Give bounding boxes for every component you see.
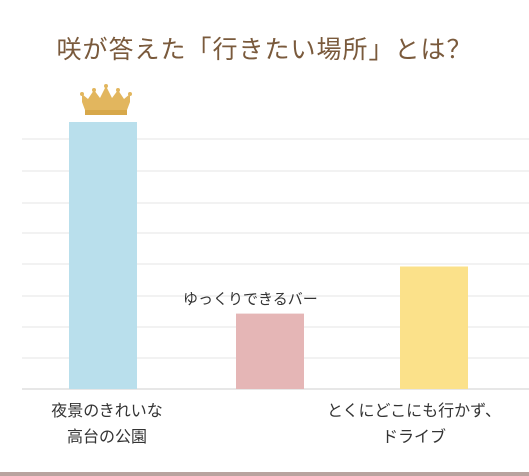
bottom-border xyxy=(0,472,529,476)
bar-relaxing-bar xyxy=(236,313,304,389)
category-label-drive: とくにどこにも行かず、 ドライブ xyxy=(327,401,501,446)
crown-icon xyxy=(80,84,132,115)
category-label-night-view-park: 夜景のきれいな 高台の公園 xyxy=(51,401,163,446)
bars xyxy=(69,122,468,389)
bar-drive xyxy=(400,266,468,389)
bar-night-view-park xyxy=(69,122,137,389)
chart-title: 咲が答えた「行きたい場所」とは？ xyxy=(56,35,473,64)
category-label-bar: ゆっくりできるバー xyxy=(183,290,318,308)
